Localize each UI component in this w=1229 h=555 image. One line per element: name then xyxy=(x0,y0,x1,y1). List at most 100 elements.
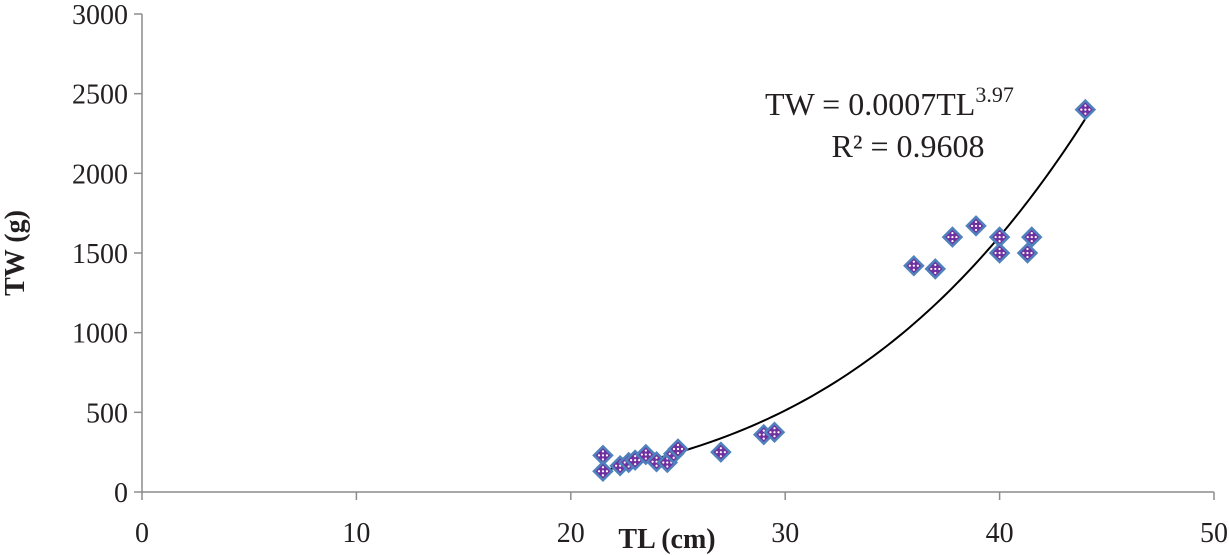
point-marker-dot xyxy=(601,450,605,453)
point-marker-dot xyxy=(601,474,605,477)
point-marker-dot xyxy=(773,427,776,430)
point-marker-dot xyxy=(655,464,658,467)
y-tick-label: 2000 xyxy=(72,159,128,190)
equation-main: TW = 0.0007TL xyxy=(765,86,975,122)
point-marker-dot xyxy=(719,447,722,450)
point-marker-dot xyxy=(974,228,978,232)
point-marker-dot xyxy=(1080,108,1083,111)
point-marker-dot xyxy=(773,435,776,438)
point-marker-dot xyxy=(634,459,637,462)
point-marker-dot xyxy=(644,449,647,452)
point-marker-dot xyxy=(908,264,911,267)
point-marker-dot xyxy=(769,431,772,434)
point-marker-dot xyxy=(668,452,671,455)
point-marker-dot xyxy=(666,461,669,464)
point-marker-dot xyxy=(994,235,997,239)
point-marker-dot xyxy=(762,429,765,432)
x-tick-label: 50 xyxy=(1200,518,1228,549)
point-marker-dot xyxy=(723,451,726,454)
data-point xyxy=(903,254,925,277)
point-marker-dot xyxy=(601,454,605,457)
point-marker-dot xyxy=(762,433,765,436)
data-point xyxy=(941,226,964,248)
equation-exponent: 3.97 xyxy=(975,82,1014,107)
point-marker-dot xyxy=(994,251,997,255)
point-marker-dot xyxy=(1002,251,1005,255)
axes xyxy=(134,13,1215,500)
point-marker-dot xyxy=(912,264,915,267)
data-points xyxy=(592,98,1097,483)
y-tick-label: 1500 xyxy=(72,239,128,270)
point-marker-dot xyxy=(912,268,915,271)
data-point xyxy=(1074,98,1097,121)
point-marker-dot xyxy=(758,433,761,436)
data-point xyxy=(592,444,614,467)
point-marker-dot xyxy=(1088,108,1091,111)
y-axis-title: TW (g) xyxy=(0,210,31,296)
point-marker-dot xyxy=(930,267,933,271)
point-marker-dot xyxy=(715,451,718,454)
point-marker-dot xyxy=(998,255,1001,259)
x-tick-label: 0 xyxy=(135,518,149,549)
point-marker-dot xyxy=(1026,251,1029,255)
point-marker-dot xyxy=(951,235,954,239)
data-point xyxy=(988,242,1011,264)
point-marker-dot xyxy=(762,437,765,440)
point-marker-dot xyxy=(998,231,1001,235)
data-point xyxy=(924,258,947,280)
x-tick-label: 40 xyxy=(986,518,1014,549)
trendline-layer xyxy=(602,118,1087,472)
data-point xyxy=(1016,242,1039,264)
point-marker-dot xyxy=(1026,235,1029,239)
point-marker-dot xyxy=(1026,247,1029,251)
data-point xyxy=(667,438,689,460)
point-marker-dot xyxy=(773,431,776,434)
point-marker-dot xyxy=(1026,255,1029,259)
point-marker-dot xyxy=(974,224,978,228)
point-marker-dot xyxy=(627,465,630,468)
point-marker-dot xyxy=(672,456,675,459)
point-marker-dot xyxy=(974,220,978,224)
x-tick-label: 20 xyxy=(557,518,585,549)
point-marker-dot xyxy=(662,461,665,464)
point-marker-dot xyxy=(644,453,647,456)
x-tick-label: 10 xyxy=(342,518,370,549)
y-tick-label: 2500 xyxy=(72,80,128,111)
point-marker-dot xyxy=(1030,239,1033,243)
data-point xyxy=(763,421,786,444)
data-point xyxy=(965,215,987,237)
point-marker-dot xyxy=(998,251,1001,255)
x-axis-title: TL (cm) xyxy=(618,524,715,555)
point-marker-dot xyxy=(938,267,941,271)
point-marker-dot xyxy=(947,235,950,239)
point-marker-dot xyxy=(719,451,722,454)
point-marker-dot xyxy=(1030,235,1033,239)
point-marker-dot xyxy=(1084,104,1087,107)
point-marker-dot xyxy=(655,456,658,459)
point-marker-dot xyxy=(638,459,641,462)
point-marker-dot xyxy=(666,465,669,468)
point-marker-dot xyxy=(651,460,654,463)
point-marker-dot xyxy=(1034,235,1037,239)
point-marker-dot xyxy=(916,264,919,267)
point-marker-dot xyxy=(777,431,780,434)
point-marker-dot xyxy=(934,263,937,267)
point-marker-dot xyxy=(615,464,618,467)
point-marker-dot xyxy=(605,470,609,473)
point-marker-dot xyxy=(912,260,915,263)
point-marker-dot xyxy=(648,453,651,456)
point-marker-dot xyxy=(998,235,1001,239)
point-marker-dot xyxy=(998,239,1001,243)
point-marker-dot xyxy=(934,267,937,271)
point-marker-dot xyxy=(676,443,680,447)
data-point xyxy=(592,460,614,483)
point-marker-dot xyxy=(597,454,601,457)
point-marker-dot xyxy=(680,447,684,451)
point-marker-dot xyxy=(719,455,722,458)
point-marker-dot xyxy=(1084,112,1087,115)
point-marker-dot xyxy=(601,466,605,469)
point-marker-dot xyxy=(634,455,637,458)
point-marker-dot xyxy=(605,454,609,457)
